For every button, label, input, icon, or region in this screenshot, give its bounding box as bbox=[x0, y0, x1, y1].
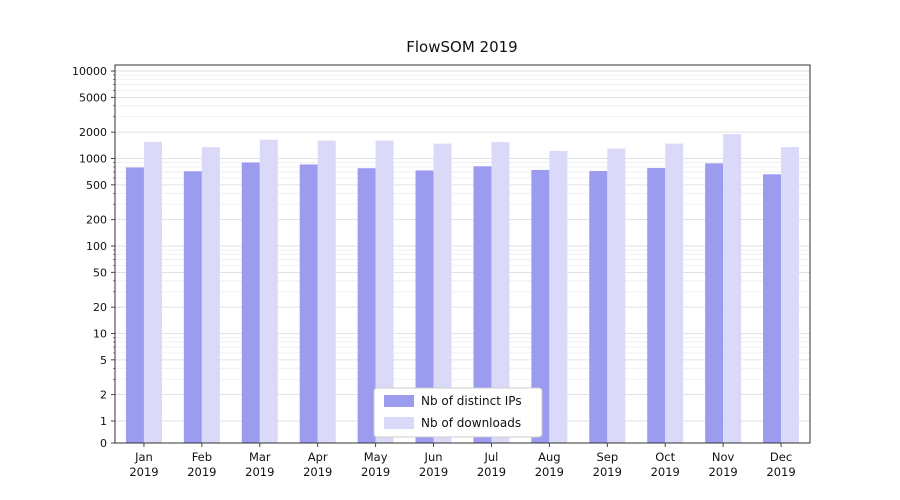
bar-distinct-ips-jan bbox=[125, 167, 144, 443]
x-tick-label: May 2019 bbox=[361, 450, 390, 479]
legend-swatch-distinct-ips bbox=[384, 395, 414, 407]
bar-distinct-ips-sep bbox=[589, 170, 608, 444]
bar-downloads-sep bbox=[607, 148, 626, 443]
y-tick-label: 0 bbox=[100, 437, 107, 450]
x-tick-label: Dec 2019 bbox=[766, 450, 795, 479]
bar-downloads-jun bbox=[433, 143, 452, 443]
bar-distinct-ips-dec bbox=[763, 174, 782, 443]
y-tick-label: 2 bbox=[100, 389, 107, 402]
bar-downloads-jul bbox=[491, 142, 510, 444]
bar-downloads-oct bbox=[665, 143, 684, 443]
x-tick-label: Jun 2019 bbox=[419, 450, 448, 479]
x-tick-label: Jan 2019 bbox=[129, 450, 158, 479]
bar-distinct-ips-may bbox=[357, 168, 376, 443]
y-tick-label: 10000 bbox=[72, 65, 107, 78]
x-tick-label: Sep 2019 bbox=[593, 450, 622, 479]
y-tick-label: 200 bbox=[86, 214, 107, 227]
y-tick-label: 500 bbox=[86, 179, 107, 192]
bar-distinct-ips-jun bbox=[415, 170, 434, 444]
bar-distinct-ips-mar bbox=[241, 162, 260, 443]
x-tick-label: Mar 2019 bbox=[245, 450, 274, 479]
y-tick-label: 5 bbox=[100, 354, 107, 367]
legend-swatch-downloads bbox=[384, 417, 414, 429]
axis-layer: 0 1 2 5 10 20 50 100 200 500 1000 2000 5000 10000 Jan 2… bbox=[72, 65, 796, 479]
x-tick-label: Feb 2019 bbox=[187, 450, 216, 479]
bar-distinct-ips-feb bbox=[183, 171, 202, 443]
plot-border bbox=[114, 64, 811, 444]
chart-title: FlowSOM 2019 bbox=[406, 38, 517, 56]
legend-box bbox=[373, 387, 543, 438]
bar-downloads-dec bbox=[781, 147, 800, 443]
y-tick-label: 5000 bbox=[79, 91, 107, 104]
legend-label-downloads: Nb of downloads bbox=[421, 416, 521, 430]
y-tick-label: 100 bbox=[86, 240, 107, 253]
legend-label-distinct-ips: Nb of distinct IPs bbox=[421, 394, 522, 408]
y-tick-label: 2000 bbox=[79, 126, 107, 139]
y-tick-label: 10 bbox=[93, 328, 107, 341]
bar-distinct-ips-apr bbox=[299, 164, 318, 443]
y-tick-label: 20 bbox=[93, 301, 107, 314]
bars-layer bbox=[125, 134, 800, 444]
bar-distinct-ips-jul bbox=[473, 166, 492, 443]
bar-distinct-ips-aug bbox=[531, 169, 550, 443]
bar-downloads-jan bbox=[143, 141, 162, 443]
y-tick-label: 1 bbox=[100, 415, 107, 428]
x-tick-label: Apr 2019 bbox=[303, 450, 332, 479]
bar-downloads-apr bbox=[317, 140, 336, 443]
y-tick-label: 50 bbox=[93, 266, 107, 279]
bar-downloads-aug bbox=[549, 150, 568, 443]
x-tick-label: Nov 2019 bbox=[708, 450, 737, 479]
x-tick-label: Jul 2019 bbox=[477, 450, 506, 479]
x-tick-label: Oct 2019 bbox=[651, 450, 680, 479]
legend: Nb of distinct IPs Nb of downloads bbox=[373, 387, 543, 438]
y-tick-label: 1000 bbox=[79, 153, 107, 166]
bar-downloads-feb bbox=[201, 147, 220, 443]
bar-downloads-nov bbox=[723, 134, 742, 443]
bar-distinct-ips-nov bbox=[705, 163, 724, 443]
x-tick-label: Aug 2019 bbox=[535, 450, 564, 479]
bar-distinct-ips-oct bbox=[647, 167, 666, 444]
bar-downloads-may bbox=[375, 140, 394, 443]
bar-downloads-mar bbox=[259, 139, 278, 443]
